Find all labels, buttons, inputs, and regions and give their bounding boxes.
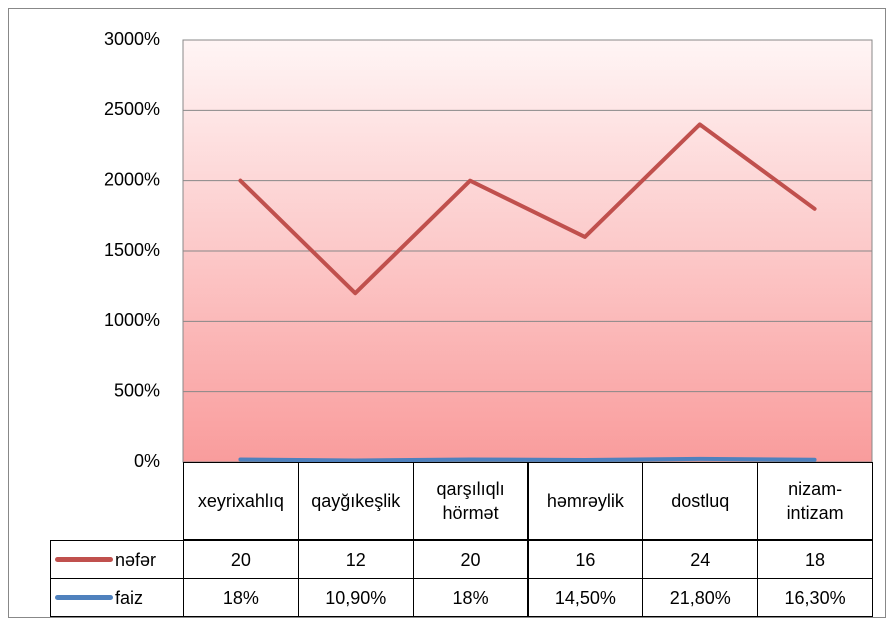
category-label: xeyrixahlıq bbox=[183, 462, 299, 540]
table-value: 18% bbox=[412, 578, 529, 617]
series-line bbox=[238, 456, 817, 463]
table-value: 20 bbox=[183, 540, 299, 579]
y-tick-label: 1500% bbox=[104, 240, 160, 260]
table-value: 16,30% bbox=[757, 578, 873, 617]
y-tick-label: 0% bbox=[134, 451, 160, 471]
table-value: 18% bbox=[183, 578, 299, 617]
y-tick-label: 1000% bbox=[104, 310, 160, 330]
table-value: 18 bbox=[757, 540, 873, 579]
table-value: 14,50% bbox=[527, 578, 644, 617]
legend-key bbox=[55, 557, 113, 562]
y-tick-label: 2000% bbox=[104, 169, 160, 189]
legend-label: nəfər bbox=[115, 549, 157, 570]
table-value: 16 bbox=[527, 540, 644, 579]
table-value: 21,80% bbox=[642, 578, 759, 617]
category-label: nizam-intizam bbox=[757, 462, 873, 540]
category-label: qarşılıqlı hörmət bbox=[412, 462, 529, 540]
y-tick-label: 2500% bbox=[104, 99, 160, 119]
legend-label: faiz bbox=[115, 587, 144, 608]
table-value: 24 bbox=[642, 540, 759, 579]
table-value: 12 bbox=[297, 540, 414, 579]
series-line bbox=[238, 122, 817, 296]
legend-cell: nəfər bbox=[50, 540, 184, 579]
legend-key bbox=[55, 595, 113, 600]
legend-cell: faiz bbox=[50, 578, 184, 617]
y-tick-label: 3000% bbox=[104, 29, 160, 49]
category-label: qayğıkeşlik bbox=[297, 462, 414, 540]
chart-frame bbox=[8, 8, 886, 618]
table-value: 10,90% bbox=[297, 578, 414, 617]
y-tick-label: 500% bbox=[114, 380, 160, 400]
category-label: həmrəylik bbox=[527, 462, 644, 540]
category-label: dostluq bbox=[642, 462, 759, 540]
table-value: 20 bbox=[412, 540, 529, 579]
